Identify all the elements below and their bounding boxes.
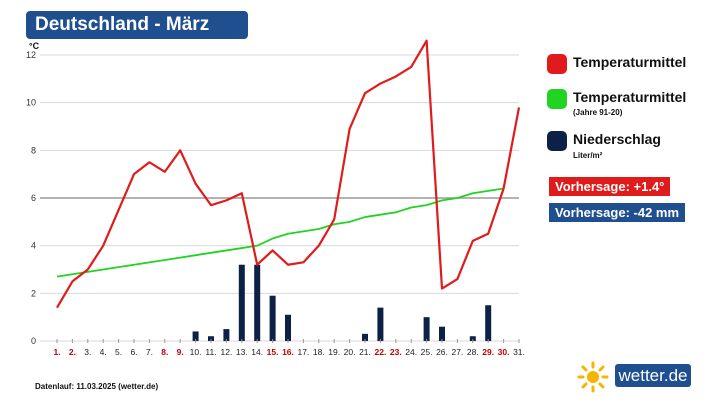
x-tick-label: 3. [84, 347, 91, 357]
x-tick-label: 17. [297, 347, 309, 357]
x-tick-label: 30. [498, 347, 510, 357]
legend-label-temperature-normal: Temperaturmittel [573, 89, 687, 105]
legend-swatch-temperature [547, 54, 567, 74]
x-tick-label: 14. [251, 347, 263, 357]
x-tick-label: 29. [482, 347, 494, 357]
precip-bar [269, 295, 276, 341]
y-tick-label: 4 [31, 241, 36, 251]
x-tick-label: 9. [177, 347, 184, 357]
x-tick-label: 28. [467, 347, 479, 357]
x-tick-label: 19. [328, 347, 340, 357]
y-tick-label: 8 [31, 145, 36, 155]
wetter-logo[interactable]: wetter.de [577, 361, 693, 393]
precip-bar [238, 264, 245, 341]
precip-bar [192, 331, 199, 341]
temperature-normal-line [56, 187, 504, 278]
x-tick-label: 22. [374, 347, 386, 357]
y-tick-label: 6 [31, 193, 36, 203]
y-tick-label: 10 [26, 98, 36, 108]
precip-bar [223, 329, 230, 341]
x-tick-label: 11. [205, 347, 216, 357]
legend-sub-temperature-normal: (Jahre 91-20) [573, 108, 623, 117]
precip-bar [208, 336, 214, 341]
x-tick-label: 20. [344, 347, 356, 357]
x-tick-label: 5. [115, 347, 122, 357]
x-tick-label: 2. [69, 347, 76, 357]
x-tick-label: 13. [236, 347, 248, 357]
precipitation-bars [192, 264, 492, 341]
x-tick-label: 25. [421, 347, 433, 357]
x-tick-label: 21. [359, 347, 371, 357]
y-axis-unit: °C [29, 41, 40, 51]
x-tick-label: 27. [451, 347, 463, 357]
x-tick-label: 10. [190, 347, 202, 357]
precip-bar [423, 317, 430, 341]
logo-text: wetter.de [615, 364, 691, 387]
chart-grid [40, 54, 519, 342]
y-tick-label: 0 [31, 336, 36, 346]
x-tick-label: 6. [130, 347, 137, 357]
x-tick-label: 18. [313, 347, 325, 357]
legend-label-precipitation: Niederschlag [573, 131, 661, 147]
y-axis-ticks: 0 2 4 6 8 10 12 [26, 50, 36, 346]
precip-bar [377, 307, 384, 341]
precip-bar [469, 336, 476, 341]
x-tick-label: 23. [390, 347, 402, 357]
x-tick-label: 4. [100, 347, 107, 357]
x-tick-label: 15. [267, 347, 279, 357]
temperature-lines [56, 39, 521, 309]
x-tick-label: 8. [161, 347, 168, 357]
x-tick-label: 31. [513, 347, 525, 357]
forecast-precipitation-badge: Vorhersage: -42 mm [549, 203, 686, 222]
precip-bar [485, 305, 492, 341]
precip-bar [362, 333, 368, 341]
precip-bar [439, 326, 445, 341]
data-run-note: Datenlauf: 11.03.2025 (wetter.de) [35, 382, 159, 391]
temperature-forecast-line [56, 39, 521, 309]
chart-title: Deutschland - März [26, 11, 248, 39]
x-tick-label: 16. [282, 347, 294, 357]
x-tick-label: 12. [220, 347, 232, 357]
y-tick-label: 2 [31, 288, 36, 298]
precip-bar [254, 264, 261, 341]
y-tick-label: 12 [26, 50, 36, 60]
x-tick-label: 24. [405, 347, 417, 357]
legend-swatch-precipitation [547, 131, 567, 151]
legend-swatch-temperature-normal [547, 89, 567, 109]
legend-sub-precipitation: Liter/m² [573, 151, 603, 160]
precip-bar [285, 314, 291, 341]
forecast-temperature-badge: Vorhersage: +1.4° [549, 177, 671, 196]
x-tick-label: 1. [53, 347, 60, 357]
x-axis-ticks: 1. 2. 3. 4. 5. 6. 7. 8. 9. 10. 11. 12. 13. 14. 15. 16. 1… [53, 339, 525, 357]
legend-label-temperature: Temperaturmittel [573, 54, 687, 70]
sun-icon [577, 361, 609, 393]
x-tick-label: 26. [436, 347, 448, 357]
x-tick-label: 7. [146, 347, 153, 357]
